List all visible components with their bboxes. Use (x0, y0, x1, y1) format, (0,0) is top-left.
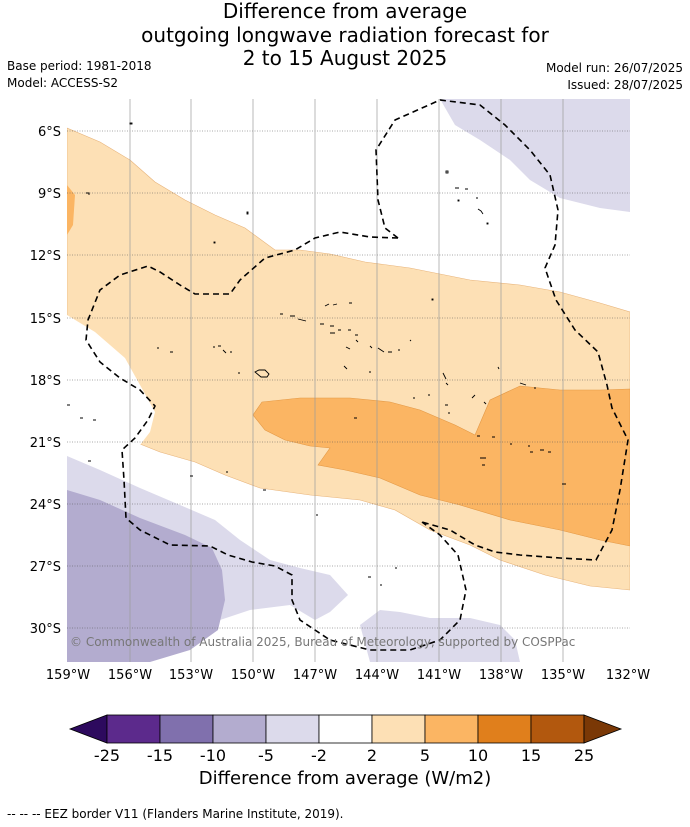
colorbar-tick-label: 5 (419, 746, 431, 765)
colorbar-swatch (371, 714, 426, 744)
colorbar-swatch (159, 714, 214, 744)
base-period: Base period: 1981-2018 (7, 59, 152, 73)
islands (67, 122, 566, 586)
copyright-text: © Commonwealth of Australia 2025, Bureau… (70, 635, 575, 649)
lat-label: 30°S (30, 622, 61, 637)
colorbar-tick-label: -5 (258, 746, 274, 765)
colorbar-tick-label: 15 (520, 746, 542, 765)
lon-label: 156°W (108, 668, 152, 683)
anomaly-medium-purple (67, 490, 225, 662)
anomaly-medium-orange-west (67, 185, 75, 235)
lat-label: 12°S (30, 249, 61, 264)
title-line-2: outgoing longwave radiation forecast for (141, 22, 549, 47)
title-line-3: 2 to 15 August 2025 (242, 46, 448, 70)
colorbar (68, 714, 623, 744)
colorbar-swatch (530, 714, 585, 744)
lat-label: 27°S (30, 560, 61, 575)
colorbar-tick-label: 2 (366, 746, 378, 765)
lat-label: 15°S (30, 312, 61, 327)
colorbar-tick-label: -25 (93, 746, 121, 765)
lat-label: 21°S (30, 436, 61, 451)
lon-label: 141°W (417, 668, 461, 683)
lon-label: 144°W (355, 668, 399, 683)
lon-label: 153°W (169, 668, 213, 683)
longitude-labels: 159°W 156°W 153°W 150°W 147°W 144°W 141°… (46, 668, 650, 683)
lat-label: 9°S (38, 187, 61, 202)
lon-label: 138°W (479, 668, 523, 683)
lon-label: 135°W (541, 668, 585, 683)
lon-label: 147°W (293, 668, 337, 683)
lon-label: 150°W (231, 668, 275, 683)
colorbar-swatch (106, 714, 161, 744)
title-line-1: Difference from average (222, 0, 468, 23)
meta-right: Model run: 26/07/2025 Issued: 28/07/2025 (546, 60, 683, 94)
lat-label: 6°S (38, 125, 61, 140)
colorbar-swatch (212, 714, 267, 744)
issued-date: Issued: 28/07/2025 (567, 78, 683, 92)
latitude-labels: 6°S 9°S 12°S 15°S 18°S 21°S 24°S 27°S 30… (30, 125, 61, 637)
colorbar-swatch (318, 714, 373, 744)
anomaly-medium-orange (252, 385, 630, 547)
colorbar-swatch (424, 714, 479, 744)
map-plot-area: © Commonwealth of Australia 2025, Bureau… (67, 99, 630, 662)
eez-border-tuamotu (85, 231, 467, 651)
neutral-gap-west (67, 315, 155, 445)
meta-left: Base period: 1981-2018 Model: ACCESS-S2 (7, 58, 152, 92)
model-name: Model: ACCESS-S2 (7, 76, 119, 90)
longitude-gridlines (129, 99, 564, 662)
model-run: Model run: 26/07/2025 (545, 61, 683, 75)
lat-label: 24°S (30, 498, 61, 513)
eez-legend-note: -- -- -- EEZ border V11 (Flanders Marine… (7, 807, 344, 821)
eez-border-marquesas (375, 99, 629, 561)
colorbar-title: Difference from average (W/m2) (198, 768, 492, 789)
colorbar-swatch (477, 714, 532, 744)
colorbar-extend-high (583, 714, 623, 744)
colorbar-tick-label: -15 (146, 746, 174, 765)
anomaly-light-purple-bottom (360, 610, 520, 662)
lon-label: 132°W (606, 668, 650, 683)
lon-label: 159°W (46, 668, 90, 683)
colorbar-tick-label: 25 (573, 746, 595, 765)
lat-label: 18°S (30, 374, 61, 389)
colorbar-swatch (265, 714, 320, 744)
colorbar-tick-label: 10 (467, 746, 489, 765)
colorbar-tick-label: -10 (199, 746, 227, 765)
map-title: Difference from average outgoing longwav… (0, 0, 690, 71)
colorbar-extend-low (68, 714, 108, 744)
colorbar-tick-label: -2 (311, 746, 327, 765)
